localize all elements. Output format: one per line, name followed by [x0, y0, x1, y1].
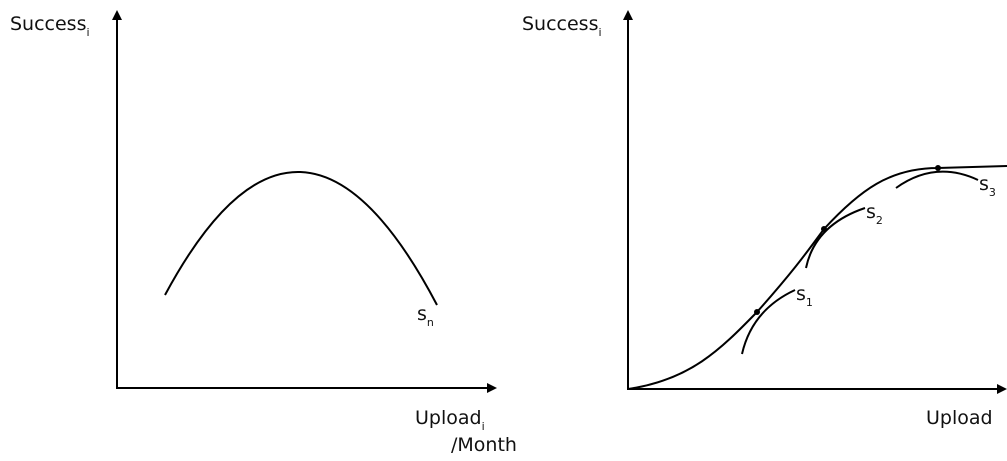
- curve-label: s3: [979, 173, 996, 199]
- tangent-point: [754, 309, 760, 315]
- tangent-point: [935, 165, 941, 171]
- left-panel: Successi Uploadi /Month sn: [10, 10, 517, 456]
- x-label-line2: /Month: [451, 434, 517, 456]
- s-curve: [627, 165, 1007, 390]
- curve-label: s2: [866, 201, 883, 227]
- y-label: Successi: [522, 13, 602, 39]
- x-label: Uploadi: [415, 407, 485, 433]
- curve-label: s1: [796, 283, 813, 309]
- arc-1: [741, 289, 796, 355]
- x-label: Upload: [926, 407, 993, 429]
- right-panel: Successi Upload s1 s2 s3: [522, 10, 1007, 429]
- curve: [164, 171, 438, 306]
- tangent-point: [821, 226, 827, 232]
- arc-3: [895, 170, 979, 189]
- y-label: Successi: [10, 13, 90, 39]
- curve-label: sn: [417, 303, 434, 329]
